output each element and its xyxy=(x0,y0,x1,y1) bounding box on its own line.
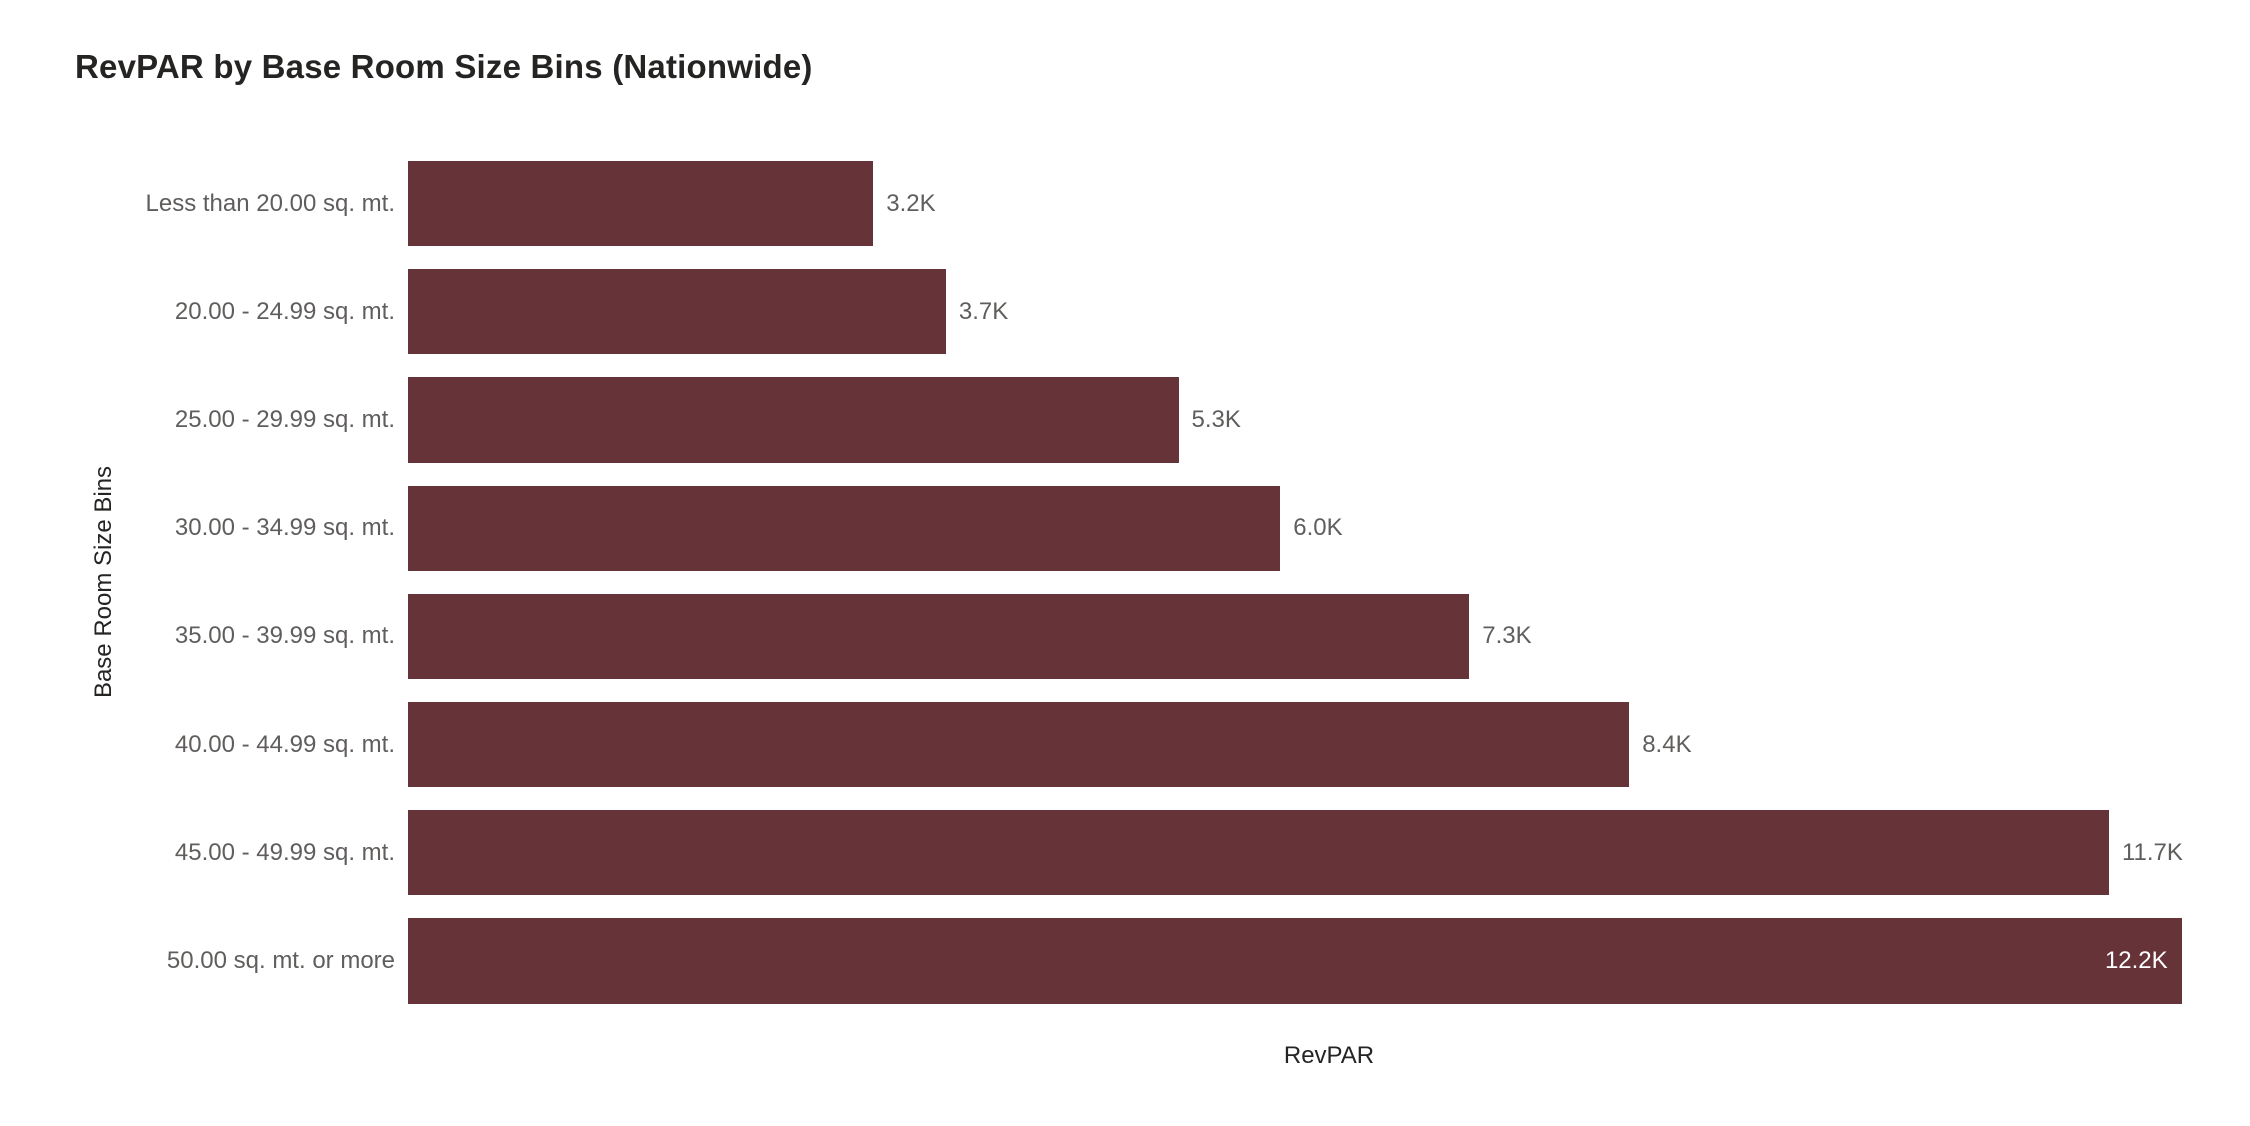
value-label: 7.3K xyxy=(1482,622,1532,650)
value-label: 6.0K xyxy=(1293,514,1343,542)
value-label: 3.7K xyxy=(958,297,1009,325)
bar[interactable] xyxy=(408,377,1179,463)
bar-track: 7.3K xyxy=(408,593,2250,680)
value-label: 11.7K xyxy=(2121,838,2183,866)
bar-row: Less than 20.00 sq. mt. 3.2K xyxy=(0,161,2250,247)
bar-row: 50.00 sq. mt. or more 12.2K xyxy=(0,918,2250,1004)
category-label: 25.00 - 29.99 sq. mt. xyxy=(174,406,395,434)
bar[interactable] xyxy=(408,701,1630,788)
category-label: 40.00 - 44.99 sq. mt. xyxy=(174,730,395,758)
category-label: 50.00 sq. mt. or more xyxy=(166,946,395,974)
bar-track: 11.7K xyxy=(408,810,2250,896)
bar-track: 3.7K xyxy=(408,269,2250,355)
bar[interactable] xyxy=(408,269,946,355)
bar-track: 3.2K xyxy=(408,161,2250,247)
bar-row: 40.00 - 44.99 sq. mt. 8.4K xyxy=(0,701,2250,788)
bar-row: 20.00 - 24.99 sq. mt. 3.7K xyxy=(0,269,2250,355)
bar-row: 25.00 - 29.99 sq. mt. 5.3K xyxy=(0,377,2250,463)
category-label: 45.00 - 49.99 sq. mt. xyxy=(174,838,395,866)
value-label: 3.2K xyxy=(886,189,936,217)
bar-row: 35.00 - 39.99 sq. mt. 7.3K xyxy=(0,593,2250,680)
bar-track: 6.0K xyxy=(408,485,2250,571)
category-label: 35.00 - 39.99 sq. mt. xyxy=(174,622,395,650)
bar[interactable] xyxy=(408,161,874,247)
bar[interactable] xyxy=(408,485,1281,571)
value-label: 12.2K xyxy=(2104,946,2168,974)
value-label: 8.4K xyxy=(1642,730,1692,758)
bar-track: 12.2K xyxy=(408,918,2250,1004)
bar[interactable] xyxy=(408,593,1470,680)
category-label: 30.00 - 34.99 sq. mt. xyxy=(174,514,395,542)
chart-title: RevPAR by Base Room Size Bins (Nationwid… xyxy=(75,48,813,85)
plot-area: Less than 20.00 sq. mt. 3.2K 20.00 - 24.… xyxy=(0,161,2250,1027)
bar[interactable]: 12.2K xyxy=(408,918,2182,1004)
bar-row: 30.00 - 34.99 sq. mt. 6.0K xyxy=(0,485,2250,571)
bar-track: 5.3K xyxy=(408,377,2250,463)
bar-track: 8.4K xyxy=(408,701,2250,788)
category-label: Less than 20.00 sq. mt. xyxy=(145,189,395,217)
bar[interactable] xyxy=(408,810,2109,896)
category-label: 20.00 - 24.99 sq. mt. xyxy=(174,297,395,325)
x-axis-title: RevPAR xyxy=(1283,1042,1375,1069)
value-label: 5.3K xyxy=(1191,406,1241,434)
bar-row: 45.00 - 49.99 sq. mt. 11.7K xyxy=(0,810,2250,896)
